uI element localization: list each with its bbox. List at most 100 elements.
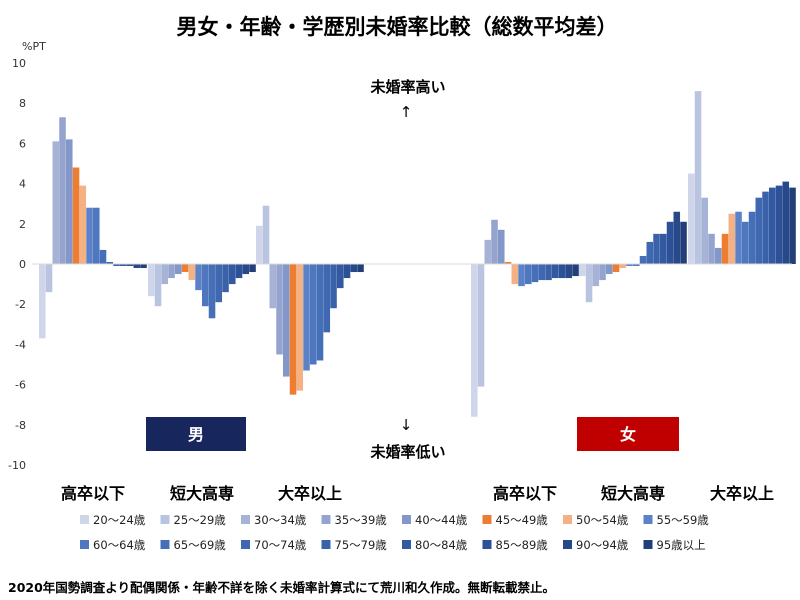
legend-label: 40～44歳 <box>415 513 468 527</box>
bar <box>585 264 593 303</box>
bar <box>93 207 100 264</box>
bar <box>538 264 546 281</box>
x-category-label: 大卒以上 <box>278 484 342 503</box>
x-category-label: 短大高専 <box>601 484 665 503</box>
female-badge-label: 女 <box>620 425 636 444</box>
bar <box>592 264 600 287</box>
bar <box>79 185 87 264</box>
bar <box>256 225 263 264</box>
bar <box>202 264 209 307</box>
bar <box>606 264 613 275</box>
bar <box>215 264 223 303</box>
bar <box>762 191 769 264</box>
bar <box>161 264 169 285</box>
y-tick-label: -6 <box>15 379 26 392</box>
legend-label: 95歳以上 <box>657 538 706 552</box>
y-tick-label: 0 <box>19 258 26 271</box>
bar <box>673 211 681 264</box>
bar <box>484 239 492 264</box>
bar <box>518 264 525 287</box>
legend-label: 60～64歳 <box>93 538 146 552</box>
legend-swatch <box>482 515 492 524</box>
bar <box>666 221 674 264</box>
bar <box>701 197 709 264</box>
bar <box>769 187 776 264</box>
arrow-up-icon: ↑ <box>400 103 413 121</box>
x-axis: 高卒以下 短大高専 大卒以上 高卒以下 短大高専 大卒以上 <box>61 484 774 503</box>
bar <box>728 213 736 264</box>
bar <box>39 264 46 339</box>
legend-label: 80～84歳 <box>415 538 468 552</box>
bar <box>545 264 552 281</box>
bar <box>262 205 270 264</box>
legend-swatch <box>241 540 250 549</box>
bar <box>222 264 229 293</box>
bar <box>66 139 73 264</box>
bar <box>755 197 763 264</box>
bar <box>653 233 660 264</box>
bar <box>126 264 134 267</box>
y-tick-label: -2 <box>15 298 26 311</box>
bar <box>660 233 667 264</box>
footer-note: 2020年国勢調査より配偶関係・年齢不詳を除く未婚率計算式にて荒川和久作成。無断… <box>8 580 555 595</box>
y-tick-label: 2 <box>19 218 26 231</box>
bar <box>316 264 324 361</box>
bar <box>113 264 120 267</box>
bar <box>120 264 127 267</box>
bars-layer <box>39 91 796 417</box>
legend-swatch <box>160 515 170 524</box>
bar <box>148 264 155 297</box>
bar <box>337 264 344 289</box>
bar <box>531 264 539 283</box>
x-category-label: 高卒以下 <box>493 484 557 503</box>
bar <box>525 264 532 285</box>
legend-label: 25～29歳 <box>174 513 227 527</box>
bar <box>330 264 337 309</box>
female-badge <box>577 417 679 451</box>
bar <box>188 264 196 281</box>
y-tick-label: 8 <box>19 97 26 110</box>
legend-swatch <box>80 540 89 549</box>
y-tick-label: 10 <box>12 57 26 70</box>
y-axis: 10 8 6 4 2 0 -2 -4 -6 -8 -10 <box>8 57 26 472</box>
legend-swatch <box>402 515 411 524</box>
legend: 20～24歳 25～29歳 30～34歳 35～39歳 40～44歳 45～49歳 50～5… <box>80 513 709 552</box>
bar <box>310 264 317 365</box>
bar <box>289 264 297 395</box>
bar <box>633 264 640 267</box>
bar <box>708 233 715 264</box>
bar <box>558 264 566 279</box>
bar <box>491 219 498 264</box>
y-tick-label: -8 <box>15 419 26 432</box>
bar <box>208 264 216 319</box>
legend-label: 20～24歳 <box>93 513 146 527</box>
legend-label: 45～49歳 <box>496 513 549 527</box>
bar <box>552 264 559 279</box>
y-tick-label: 6 <box>19 137 26 150</box>
bar <box>323 264 331 333</box>
bar <box>343 264 351 279</box>
bar <box>775 185 783 264</box>
legend-label: 50～54歳 <box>576 513 629 527</box>
bar <box>680 221 687 264</box>
legend-swatch <box>643 540 653 549</box>
bar <box>715 247 722 264</box>
bar <box>742 221 749 264</box>
bar <box>276 264 283 355</box>
legend-swatch <box>563 540 572 549</box>
legend-swatch <box>160 540 170 549</box>
annotation-low: 未婚率低い <box>369 443 445 461</box>
legend-label: 30～34歳 <box>254 513 307 527</box>
x-category-label: 高卒以下 <box>61 484 125 503</box>
bar <box>99 249 107 264</box>
legend-swatch <box>321 515 331 524</box>
bar <box>168 264 175 279</box>
bar <box>195 264 202 291</box>
y-axis-unit: %PT <box>22 40 46 53</box>
bar <box>619 264 627 269</box>
bar <box>235 264 243 279</box>
bar <box>242 264 250 275</box>
bar <box>249 264 256 273</box>
bar <box>782 181 790 264</box>
bar <box>565 264 573 279</box>
